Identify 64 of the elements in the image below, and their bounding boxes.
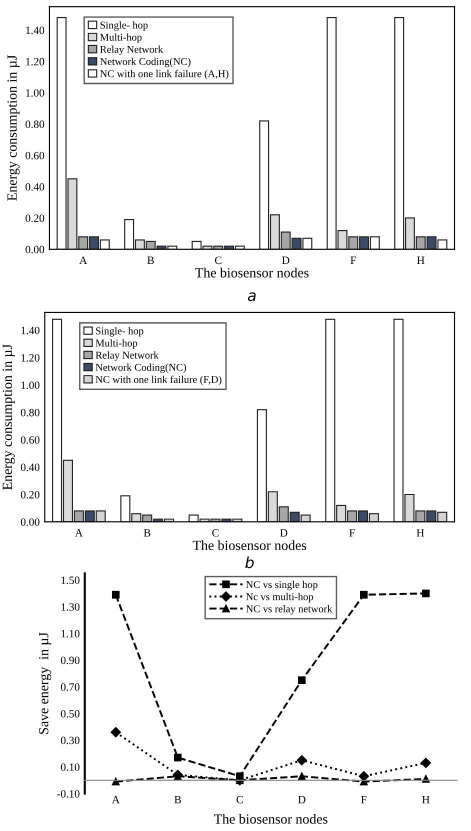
y-tick-label: 1.30 <box>61 603 80 611</box>
legend-label: NC vs single hop <box>246 580 318 590</box>
x-tick-label: C <box>212 529 219 537</box>
y-tick-label: 0.20 <box>20 490 40 499</box>
legend-label: NC vs relay network <box>246 605 332 614</box>
x-tick-label: D <box>282 256 290 264</box>
legend-label: Single- hop <box>96 327 144 337</box>
x-tick-label: B <box>174 796 181 804</box>
x-tick-label: A <box>74 529 83 537</box>
y-tick-label: 0.40 <box>26 183 44 191</box>
y-tick-label: 1.00 <box>26 89 44 97</box>
y-tick-label: 0.00 <box>26 246 44 254</box>
y-tick-label: 0.90 <box>60 656 80 664</box>
legend-label: Network Coding(NC) <box>96 364 186 373</box>
y-axis-title: Energy consumption in µJ <box>7 55 20 201</box>
y-tick-label: 0.60 <box>20 436 40 444</box>
y-tick-label: 1.10 <box>61 630 80 638</box>
legend-label: Relay Network <box>96 351 159 361</box>
x-tick-label: D <box>298 796 306 804</box>
y-tick-label: 0.50 <box>60 710 80 718</box>
y-tick-label: 1.40 <box>26 26 44 34</box>
x-tick-label: A <box>79 256 88 264</box>
y-tick-label: 1.00 <box>21 381 40 390</box>
y-tick-label: 1.20 <box>21 354 40 362</box>
y-tick-label: 0.80 <box>20 408 40 416</box>
text: b <box>245 556 254 568</box>
y-axis-title: Energy consumption in µJ <box>2 344 15 490</box>
x-tick-label: D <box>280 529 288 537</box>
x-axis-title: The biosensor nodes <box>195 268 309 278</box>
x-tick-label: B <box>144 529 150 537</box>
y-tick-label: 0.80 <box>26 120 44 128</box>
text: a <box>248 292 256 302</box>
x-tick-label: H <box>417 256 424 264</box>
y-tick-label: 0.00 <box>20 518 40 526</box>
y-tick-label: 0.30 <box>60 736 80 744</box>
legend-label: NC with one link failure (F,D) <box>96 376 222 386</box>
y-tick-label: 0.60 <box>26 152 44 160</box>
legend-label: NC with one link failure (A,H) <box>100 70 228 80</box>
x-tick-label: C <box>214 256 222 264</box>
x-tick-label: A <box>112 796 120 804</box>
y-tick-label: 0.70 <box>60 683 80 691</box>
x-tick-label: B <box>147 256 154 264</box>
legend-label: Single- hop <box>100 21 148 31</box>
x-axis-title: The biosensor nodes <box>192 540 306 550</box>
x-tick-label: F <box>349 529 355 537</box>
legend-label: Multi-hop <box>96 339 138 349</box>
y-axis-title: Save energy in µJ <box>39 632 52 734</box>
x-tick-label: H <box>422 796 430 804</box>
legend-label: Network Coding(NC) <box>100 58 190 68</box>
x-tick-label: F <box>350 256 356 264</box>
y-tick-label: 0.10 <box>60 763 80 771</box>
y-tick-label: 1.20 <box>26 58 44 66</box>
y-tick-label: 0.20 <box>26 214 44 222</box>
legend-label: Nc vs multi-hop <box>246 592 314 602</box>
y-tick-label: -0.10 <box>57 790 80 798</box>
x-tick-label: H <box>416 529 424 537</box>
y-tick-label: 1.40 <box>21 326 40 334</box>
x-tick-label: C <box>236 796 243 804</box>
x-axis-title: The biosensor nodes <box>214 814 328 824</box>
legend-label: Multi-hop <box>100 33 142 43</box>
x-tick-label: F <box>361 796 367 804</box>
legend-label: Relay Network <box>100 46 164 56</box>
y-tick-label: 0.40 <box>20 464 40 472</box>
y-tick-label: 1.50 <box>61 576 80 584</box>
